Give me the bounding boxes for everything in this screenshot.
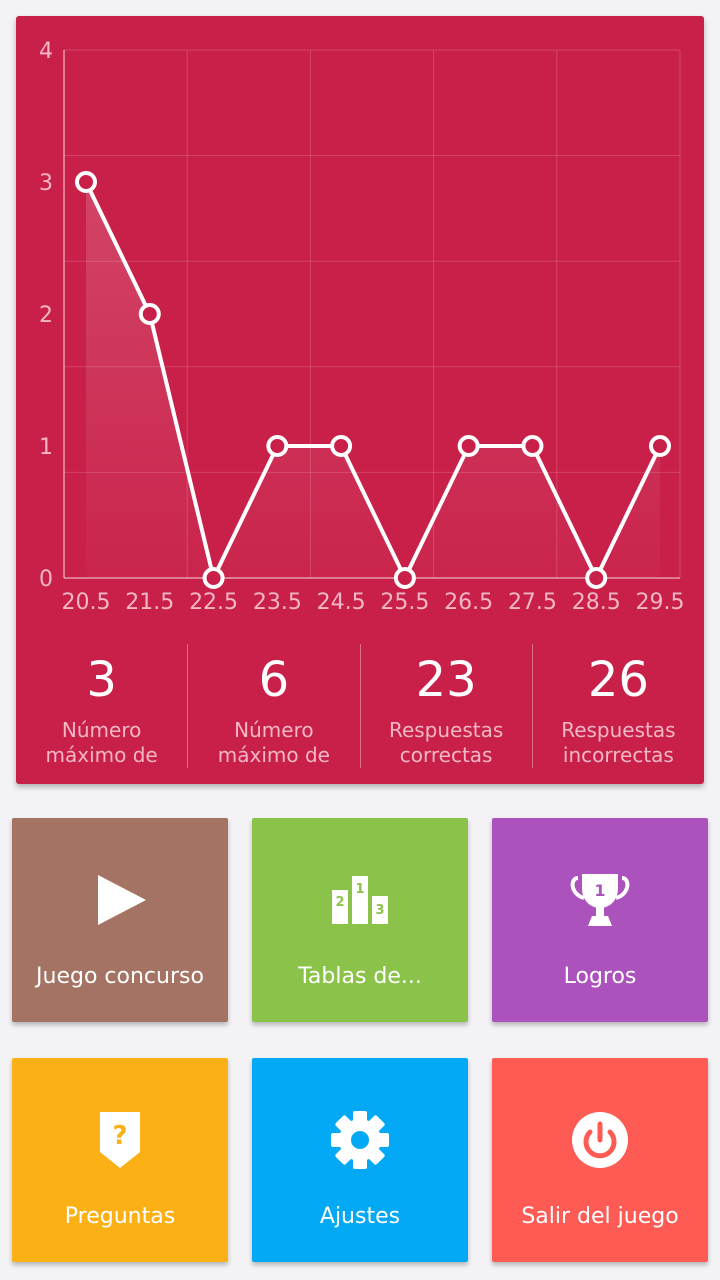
svg-text:2: 2: [335, 895, 344, 910]
x-tick-label: 25.5: [380, 590, 429, 615]
data-point: [138, 303, 161, 325]
stat-correct-answers: 23 Respuestas correctas: [359, 644, 532, 768]
data-point: [266, 435, 289, 457]
y-tick-label: 2: [39, 303, 53, 328]
exit-game-button[interactable]: Salir del juego: [492, 1058, 708, 1262]
stat-label: Respuestas incorrectas: [561, 718, 676, 767]
trophy-icon: 1: [492, 868, 708, 932]
stat-incorrect-answers: 26 Respuestas incorrectas: [531, 644, 704, 768]
x-tick-label: 23.5: [253, 590, 302, 615]
stat-value: 26: [587, 652, 649, 708]
svg-text:1: 1: [594, 881, 605, 900]
question-badge-icon: ?: [12, 1108, 228, 1172]
y-tick-label: 3: [39, 171, 53, 196]
settings-label: Ajustes: [319, 1204, 401, 1229]
questions-button[interactable]: ? Preguntas: [12, 1058, 228, 1262]
x-tick-label: 21.5: [125, 590, 174, 615]
quiz-game-label: Juego concurso: [36, 964, 204, 989]
y-tick-label: 4: [39, 39, 53, 64]
stat-max-streak-1: 3 Número máximo de: [16, 644, 187, 768]
stat-label: Número máximo de: [217, 718, 330, 767]
stat-value: 23: [415, 652, 477, 708]
stat-value: 3: [86, 652, 117, 708]
data-point: [75, 171, 97, 193]
data-point: [649, 435, 671, 457]
y-tick-label: 0: [39, 567, 53, 592]
stat-max-streak-2: 6 Número máximo de: [187, 644, 359, 768]
power-icon: [492, 1108, 708, 1172]
stat-value: 6: [258, 652, 290, 708]
data-point: [457, 435, 480, 457]
x-tick-label: 28.5: [572, 590, 621, 615]
series-area: [86, 182, 660, 578]
gear-icon: [252, 1108, 468, 1172]
y-tick-label: 1: [39, 435, 53, 460]
svg-text:1: 1: [355, 882, 364, 897]
x-tick-label: 29.5: [636, 590, 685, 615]
data-point: [330, 435, 353, 457]
leaderboards-button[interactable]: 2 1 3 Tablas de...: [252, 818, 468, 1022]
data-point: [393, 567, 416, 589]
play-icon: [12, 868, 228, 932]
stats-card: 0 1 2 3 4 20.5 21.5 22.5 23.5 24.5 25.5 26.5 27.5 28.…: [16, 16, 704, 784]
exit-game-label: Salir del juego: [521, 1204, 679, 1229]
leaderboards-label: Tablas de...: [298, 964, 422, 989]
data-point: [585, 567, 608, 589]
quiz-game-button[interactable]: Juego concurso: [12, 818, 228, 1022]
achievements-button[interactable]: 1 Logros: [492, 818, 708, 1022]
podium-icon: 2 1 3: [252, 868, 468, 932]
x-tick-label: 27.5: [508, 590, 557, 615]
x-tick-label: 24.5: [317, 590, 366, 615]
data-point: [202, 567, 225, 589]
questions-label: Preguntas: [64, 1204, 176, 1229]
settings-button[interactable]: Ajustes: [252, 1058, 468, 1262]
stats-summary: 3 Número máximo de 6 Número máximo de 23…: [16, 644, 704, 768]
x-tick-label: 26.5: [444, 590, 493, 615]
svg-text:3: 3: [375, 903, 384, 918]
achievements-label: Logros: [563, 964, 637, 989]
history-line-chart: 0 1 2 3 4 20.5 21.5 22.5 23.5 24.5 25.5 26.5 27.5 28.…: [39, 39, 685, 615]
stat-label: Respuestas correctas: [388, 718, 504, 767]
series-line: [84, 181, 662, 580]
stat-label: Número máximo de: [45, 718, 158, 767]
x-tick-label: 22.5: [189, 590, 238, 615]
data-point: [521, 435, 544, 457]
x-tick-label: 20.5: [62, 590, 111, 615]
svg-text:?: ?: [112, 1121, 127, 1151]
